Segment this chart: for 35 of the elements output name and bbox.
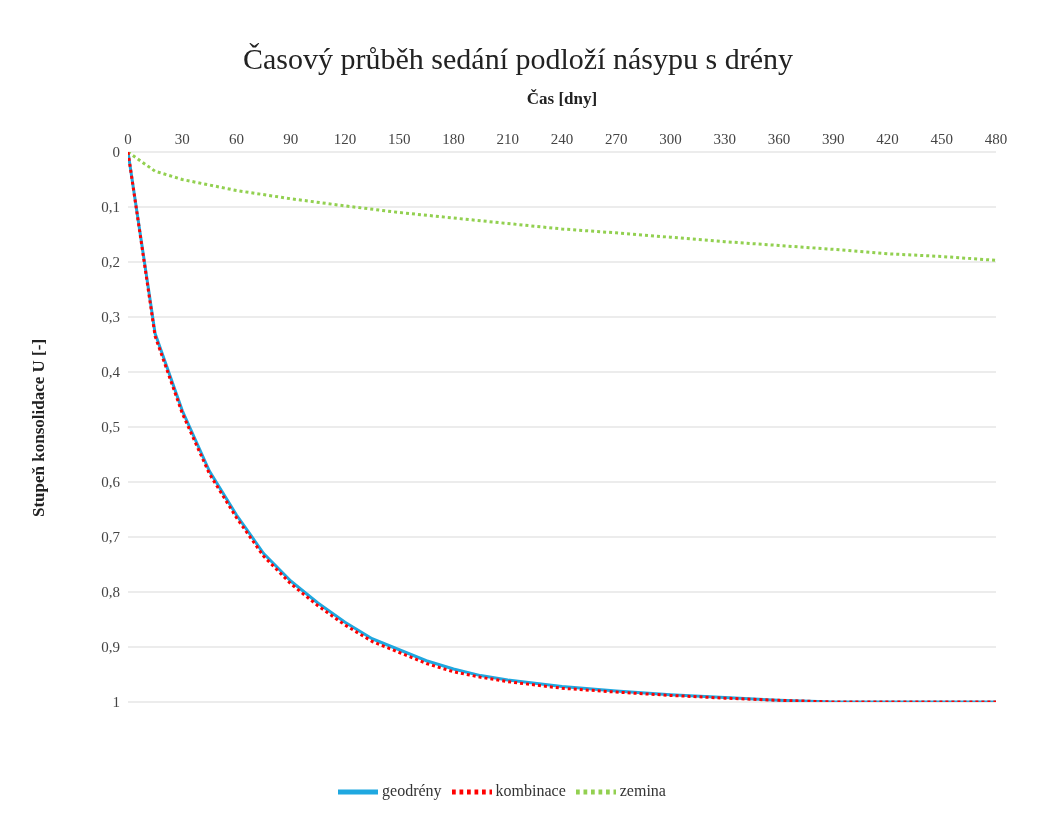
x-axis-title: Čas [dny] xyxy=(526,89,598,109)
y-tick-label: 0,5 xyxy=(101,419,120,436)
y-axis-title: Stupeň konsolidace U [-] xyxy=(29,338,49,517)
y-tick-label: 0,1 xyxy=(101,199,120,216)
x-tick-label: 420 xyxy=(876,131,899,147)
x-tick-label: 60 xyxy=(229,131,244,147)
x-tick-label: 0 xyxy=(124,131,132,147)
y-tick-label: 0,7 xyxy=(101,529,121,546)
line-series xyxy=(128,152,996,262)
x-tick-label: 180 xyxy=(442,131,465,147)
y-tick-label: 0,9 xyxy=(101,639,120,656)
x-tick-label: 150 xyxy=(388,131,411,147)
y-tick-label: 0,3 xyxy=(101,309,120,326)
y-tick-label: 0,2 xyxy=(101,254,120,271)
x-tick-label: 330 xyxy=(713,131,736,147)
x-tick-label: 480 xyxy=(984,131,1008,147)
x-tick-label: 120 xyxy=(333,131,357,147)
y-tick-label: 0,4 xyxy=(101,364,121,381)
legend-label: kombinace xyxy=(495,781,566,799)
x-tick-label: 360 xyxy=(767,131,791,147)
x-tick-label: 240 xyxy=(550,131,574,147)
legend-label: zemina xyxy=(619,781,666,799)
x-tick-label: 210 xyxy=(496,131,519,147)
x-tick-label: 90 xyxy=(283,131,299,147)
x-tick-label: 450 xyxy=(930,131,953,147)
y-tick-label: 0 xyxy=(112,144,120,161)
chart-title: Časový průběh sedání podloží násypu s drény xyxy=(242,41,794,77)
x-tick-label: 300 xyxy=(659,131,682,147)
legend-label: geodrény xyxy=(382,781,442,799)
x-tick-label: 390 xyxy=(822,131,845,147)
y-tick-label: 1 xyxy=(112,694,120,711)
x-tick-label: 270 xyxy=(605,131,628,147)
y-tick-label: 0,6 xyxy=(101,474,121,491)
y-tick-label: 0,8 xyxy=(101,584,120,601)
x-tick-label: 30 xyxy=(174,131,190,147)
